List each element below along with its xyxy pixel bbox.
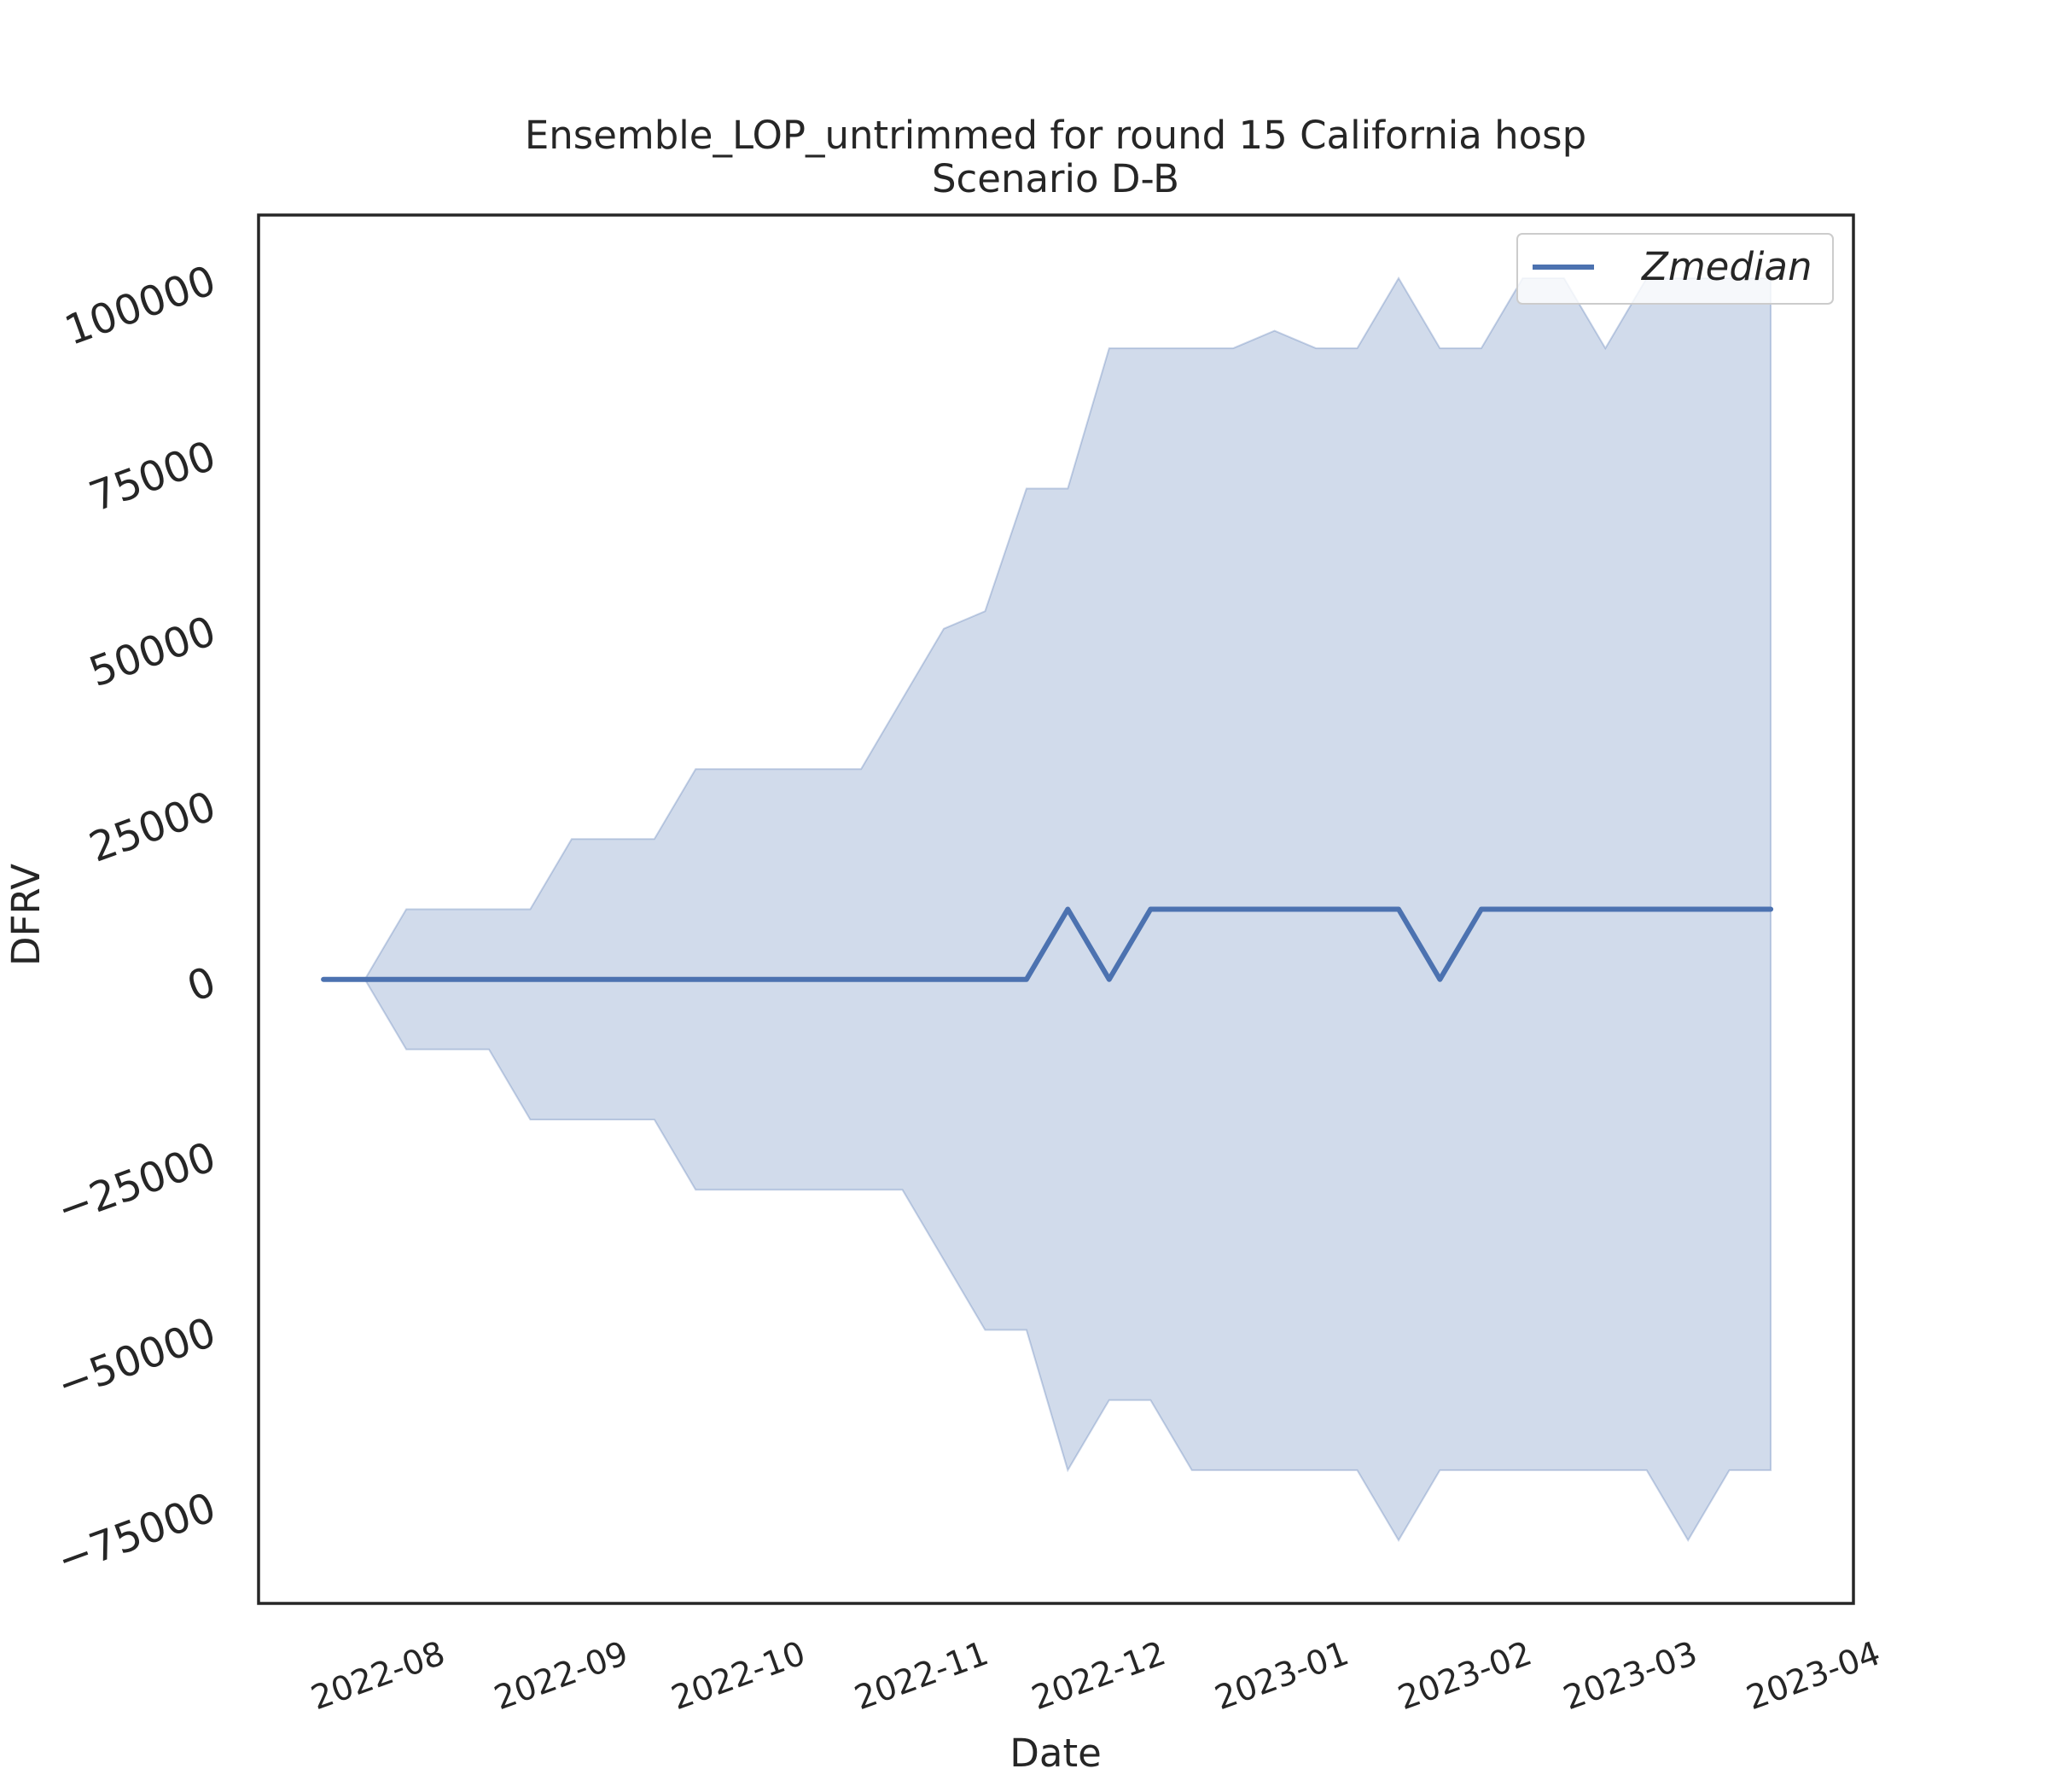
y-tick-label: 25000 bbox=[83, 783, 222, 872]
x-tick-label: 2022-08 bbox=[306, 1634, 451, 1718]
legend: Zmedian bbox=[1516, 233, 1834, 305]
plot-area bbox=[321, 276, 1774, 1542]
x-tick-label: 2023-03 bbox=[1558, 1634, 1702, 1718]
y-tick-label: −50000 bbox=[51, 1308, 222, 1410]
y-tick-label: −75000 bbox=[51, 1484, 222, 1585]
legend-label-zmedian: Zmedian bbox=[1641, 244, 1812, 289]
y-tick-label: 0 bbox=[181, 957, 222, 1011]
chart-title: Ensemble_LOP_untrimmed for round 15 Cali… bbox=[525, 113, 1586, 158]
legend-box bbox=[1516, 233, 1834, 305]
x-tick-label: 2023-04 bbox=[1742, 1634, 1886, 1718]
y-tick-label: −25000 bbox=[51, 1133, 222, 1235]
chart-subtitle: Scenario D-B bbox=[932, 156, 1179, 201]
uncertainty-band bbox=[323, 276, 1772, 1542]
y-tick-label: 75000 bbox=[83, 432, 222, 521]
y-axis-label: DFRV bbox=[3, 864, 49, 966]
x-tick-label: 2022-09 bbox=[489, 1634, 633, 1718]
y-tick-label: 50000 bbox=[83, 607, 222, 696]
y-tick-labels: −75000 −50000 −25000 0 25000 50000 75000 100000 bbox=[51, 257, 222, 1585]
x-axis-label: Date bbox=[1009, 1731, 1102, 1776]
x-tick-label: 2023-02 bbox=[1393, 1634, 1538, 1718]
series-line-zmedian bbox=[321, 906, 1774, 982]
x-tick-label: 2022-11 bbox=[850, 1634, 994, 1718]
y-tick-label: 100000 bbox=[59, 257, 222, 355]
x-tick-label: 2022-12 bbox=[1027, 1634, 1171, 1718]
plot-frame bbox=[257, 213, 1855, 1605]
x-tick-labels: 2022-08 2022-09 2022-10 2022-11 2022-12 2023-… bbox=[306, 1634, 1886, 1718]
x-tick-label: 2022-10 bbox=[666, 1634, 811, 1718]
x-tick-label: 2023-01 bbox=[1210, 1634, 1354, 1718]
